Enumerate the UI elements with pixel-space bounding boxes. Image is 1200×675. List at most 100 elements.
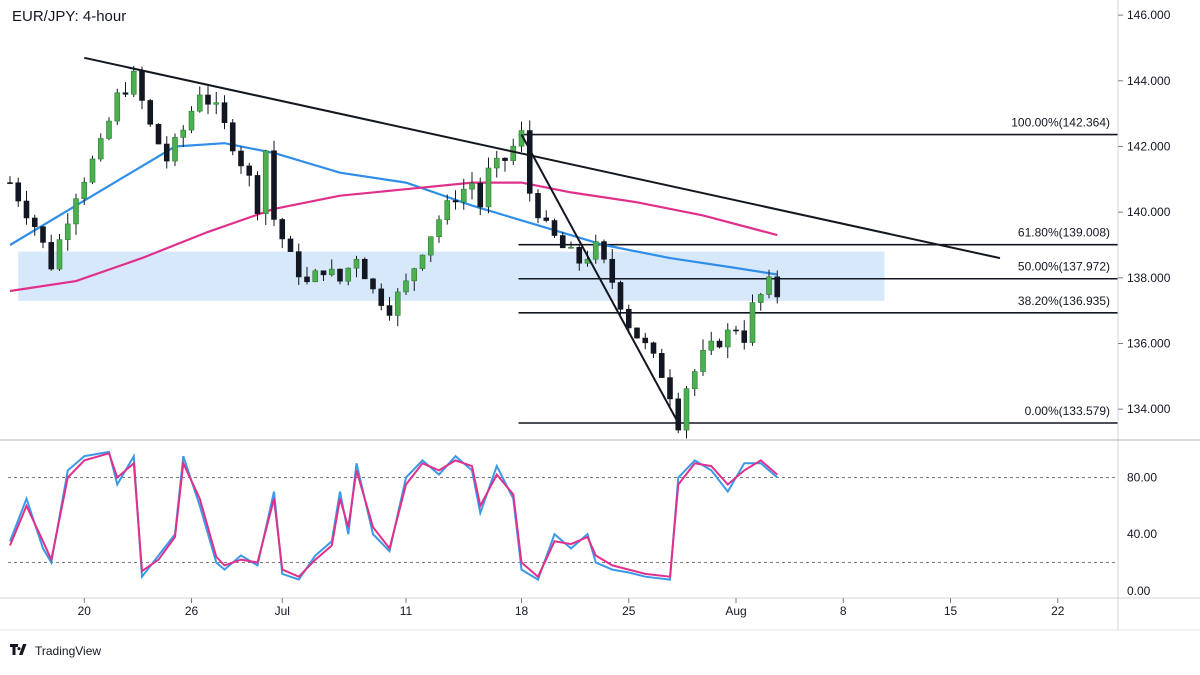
candle-body xyxy=(576,246,583,264)
brand[interactable]: TradingView xyxy=(10,642,101,659)
candle-body xyxy=(229,122,236,152)
candle-body xyxy=(675,398,682,431)
candle-body xyxy=(749,302,756,343)
candle-body xyxy=(444,200,451,221)
price-axis-label: 146.000 xyxy=(1127,8,1171,22)
candle-body xyxy=(634,327,640,339)
fibonacci-label: 100.00%(142.364) xyxy=(1011,116,1110,130)
candle-body xyxy=(196,94,203,112)
candle-body xyxy=(172,137,178,162)
candle-body xyxy=(378,288,385,306)
candle-body xyxy=(625,308,632,329)
candle-body xyxy=(337,268,343,282)
candle-body xyxy=(279,219,286,240)
price-axis-label: 136.000 xyxy=(1127,336,1171,350)
candle-body xyxy=(304,276,310,283)
fibonacci-label: 50.00%(137.972) xyxy=(1018,260,1110,274)
candle-body xyxy=(601,241,607,260)
stochastic-axis-label: 80.00 xyxy=(1127,470,1157,484)
candle-body xyxy=(469,182,475,190)
time-axis-label: 11 xyxy=(400,604,413,618)
candle-body xyxy=(757,294,764,303)
candle-body xyxy=(724,329,731,348)
support-zone xyxy=(18,251,885,301)
candle-body xyxy=(667,377,673,400)
candle-body xyxy=(568,246,574,249)
candle-body xyxy=(246,165,253,176)
price-axis-label: 140.000 xyxy=(1127,205,1171,219)
time-axis-label: 18 xyxy=(515,604,529,618)
candle-body xyxy=(592,241,599,260)
candle-body xyxy=(312,270,319,283)
price-axis-label: 134.000 xyxy=(1127,402,1171,416)
price-axis-label: 142.000 xyxy=(1127,139,1171,153)
candle-body xyxy=(609,258,616,283)
candle-body xyxy=(452,200,459,203)
candle-body xyxy=(370,278,376,290)
candle-body xyxy=(386,305,393,316)
candle-body xyxy=(73,198,79,225)
time-axis: 20 26 Jul 11 18 25 Aug 8 15 22 xyxy=(78,598,1065,618)
candle-body xyxy=(139,70,145,101)
candle-body xyxy=(56,239,63,270)
chart-title: EUR/JPY: 4-hour xyxy=(12,8,127,25)
candle-body xyxy=(147,100,154,125)
fibonacci-layer: 100.00%(142.364) 61.80%(139.008) 50.00%(13… xyxy=(518,116,1118,424)
candle-body xyxy=(23,200,30,219)
candle-body xyxy=(502,157,508,161)
candle-body xyxy=(188,110,195,131)
candle-body xyxy=(221,102,228,124)
candle-body xyxy=(774,276,781,298)
candle-body xyxy=(345,267,352,282)
time-axis-label: 22 xyxy=(1051,604,1065,618)
candle-body xyxy=(683,388,690,431)
candle-body xyxy=(419,254,426,269)
stochastic-axis-label: 0.00 xyxy=(1127,584,1151,598)
candle-body xyxy=(700,349,706,372)
candle-body xyxy=(89,158,96,183)
candle-body xyxy=(493,157,500,169)
candle-body xyxy=(48,242,55,270)
candle-body xyxy=(394,291,401,316)
time-axis-label: Aug xyxy=(725,604,746,618)
candle-body xyxy=(114,92,121,122)
time-axis-label: Jul xyxy=(275,604,290,618)
moving-average-line xyxy=(9,181,778,293)
tradingview-logo-icon xyxy=(10,642,30,659)
chart-frame xyxy=(0,0,1200,631)
candle-body xyxy=(361,258,368,280)
candle-body xyxy=(535,193,541,219)
candle-body xyxy=(559,235,566,249)
candle-body xyxy=(403,280,409,293)
candle-body xyxy=(716,340,723,348)
candle-body xyxy=(741,330,748,343)
candle-body xyxy=(691,371,698,390)
price-axis-label: 138.000 xyxy=(1127,271,1171,285)
time-axis-label: 8 xyxy=(840,604,847,618)
fibonacci-label: 61.80%(139.008) xyxy=(1018,226,1110,240)
candle-body xyxy=(295,251,302,278)
candle-body xyxy=(427,236,434,256)
trendline xyxy=(520,134,680,424)
candle-body xyxy=(411,268,418,282)
candle-body xyxy=(7,182,13,184)
oscillator-layer xyxy=(8,450,1118,582)
candle-body xyxy=(106,120,112,139)
candle-body xyxy=(320,270,327,276)
fibonacci-label: 0.00%(133.579) xyxy=(1025,404,1110,418)
candle-body xyxy=(130,70,137,95)
candle-body xyxy=(766,276,772,295)
candle-body xyxy=(254,175,261,214)
candle-body xyxy=(287,238,294,252)
stochastic-axis-label: 40.00 xyxy=(1127,527,1157,541)
candle-body xyxy=(551,220,558,236)
candle-body xyxy=(650,342,657,354)
candle-body xyxy=(477,182,484,208)
candle-body xyxy=(328,268,335,276)
candle-body xyxy=(658,353,665,378)
candle-body xyxy=(271,150,277,220)
candle-body xyxy=(15,182,22,202)
candle-body xyxy=(733,329,739,332)
candle-body xyxy=(642,337,649,344)
